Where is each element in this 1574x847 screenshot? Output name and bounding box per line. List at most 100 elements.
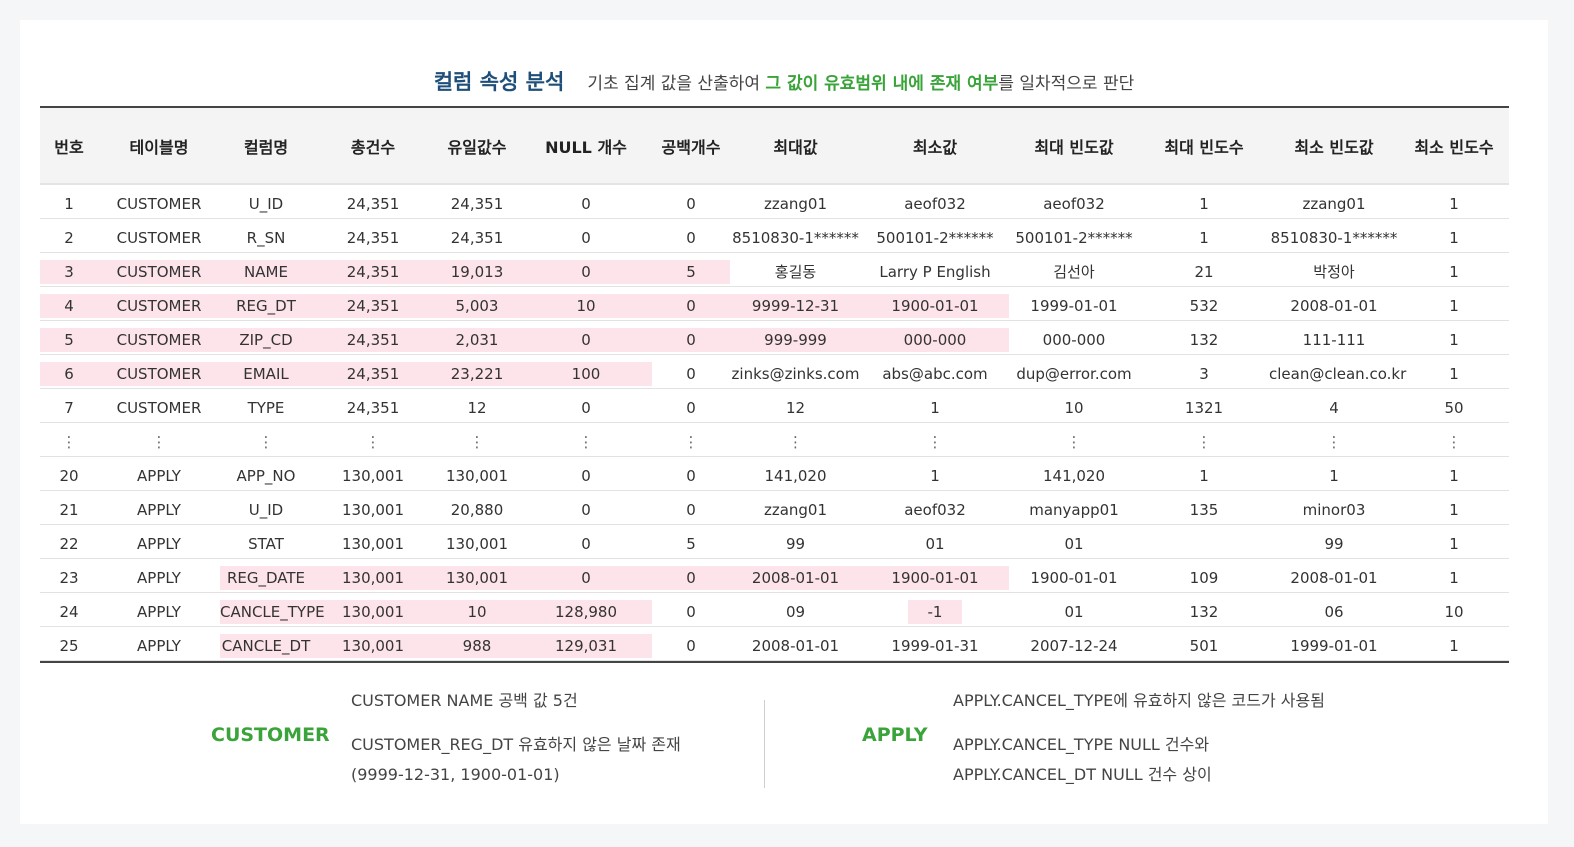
cell-value: 0 [520,259,652,284]
cell-value: 0 [686,466,696,485]
table-cell: 2007-12-24 [1009,627,1139,661]
cell-value: 20 [59,466,79,485]
cell-value: zzang01 [763,194,828,213]
cell-value: 23 [59,568,79,587]
table-cell: 0 [652,287,730,321]
cell-value: 0 [686,398,696,417]
table-cell: 24,351 [434,219,520,253]
table-cell: 0 [520,321,652,355]
table-cell: 24,351 [312,219,434,253]
cell-value: 21 [59,500,79,519]
table-cell: ⋮ [40,423,98,457]
column-analysis-table: 번호 테이블명 컬럼명 총건수 유일값수 NULL 개수 공백개수 최대값 최소값 최대 빈도값 최… [40,106,1509,663]
cell-value: 22 [59,534,79,553]
table-cell: CUSTOMER [98,287,220,321]
column-header: 유일값수 [434,108,520,185]
table-cell: 5 [40,321,98,355]
cell-value: 0 [581,500,591,519]
table-cell: 1 [861,389,1009,423]
table-cell: 24,351 [312,185,434,219]
cell-value: 5 [40,327,98,352]
table-cell: 130,001 [434,525,520,559]
table-row: 4 CUSTOMER REG_DT 24,351 5,003 10 0 9999-12-31 1… [40,287,1509,321]
table-cell: 2008-01-01 [1269,559,1399,593]
cell-value: 128,980 [520,599,652,624]
cell-value: aeof032 [904,194,966,213]
cell-value: 10 [434,599,520,624]
table-cell: 130,001 [434,559,520,593]
table-cell: 8510830-1****** [730,219,861,253]
table-header-row: 번호 테이블명 컬럼명 총건수 유일값수 NULL 개수 공백개수 최대값 최소값 최대 빈도값 최… [40,108,1509,185]
table-row: 1 CUSTOMER U_ID 24,351 24,351 0 0 zzang01 aeof03… [40,185,1509,219]
column-header: 최소 빈도값 [1269,108,1399,185]
table-cell: 999-999 [730,321,861,355]
cell-value: 1 [1449,466,1459,485]
table-cell: 10 [434,593,520,627]
table-cell: 130,001 [312,559,434,593]
table-cell: 130,001 [312,525,434,559]
table-cell: 109 [1139,559,1269,593]
cell-value: 2008-01-01 [1290,568,1378,587]
page-title: 컬럼 속성 분석 [433,70,565,94]
table-cell: 24,351 [312,287,434,321]
cell-value: 24,351 [312,361,434,386]
cell-value: APPLY [137,568,181,587]
summary-apply-line2: APPLY.CANCEL_TYPE NULL 건수와 [953,735,1210,754]
table-cell: dup@error.com [1009,355,1139,389]
table-row: 3 CUSTOMER NAME 24,351 19,013 0 5 홍길동 Larry P En… [40,253,1509,287]
table-cell: U_ID [220,491,312,525]
cell-value: ⋮ [1066,432,1082,451]
table-cell: 22 [40,525,98,559]
table-cell: 1 [1399,355,1509,389]
cell-value: 130,001 [341,500,405,519]
cell-value: ZIP_CD [220,327,312,352]
table-cell: ⋮ [1009,423,1139,457]
table-cell: 0 [652,593,730,627]
table-cell: 99 [1269,525,1399,559]
cell-value: 130,001 [341,466,405,485]
cell-value: 1 [1449,568,1459,587]
cell-value: 9999-12-31 [730,293,861,318]
table-cell: 4 [1269,389,1399,423]
table-cell: zzang01 [730,491,861,525]
table-cell: abs@abc.com [861,355,1009,389]
cell-value: 1 [1449,534,1459,553]
cell-value: REG_DT [220,293,312,318]
title-highlight: 그 값이 유효범위 내에 존재 여부 [765,74,999,94]
table-cell: 9999-12-31 [730,287,861,321]
cell-value: 24,351 [346,398,400,417]
column-header: 최소 빈도수 [1399,108,1509,185]
table-cell: CUSTOMER [98,321,220,355]
summary-apply-line1: APPLY.CANCEL_TYPE에 유효하지 않은 코드가 사용됨 [953,691,1325,710]
cell-value: 2008-01-01 [730,565,861,590]
table-cell: APP_NO [220,457,312,491]
table-cell: 0 [520,491,652,525]
table-cell: 0 [520,457,652,491]
cell-value: 1999-01-01 [1290,636,1378,655]
table-cell: 111-111 [1269,321,1399,355]
cell-value: 0 [520,327,652,352]
cell-value: 10 [520,293,652,318]
cell-value: 130,001 [434,565,520,590]
cell-value: 109 [1189,568,1219,587]
cell-value: 1 [1329,466,1339,485]
cell-value: TYPE [247,398,285,417]
cell-value: 100 [520,361,652,386]
cell-value: 0 [686,194,696,213]
cell-value: 0 [581,534,591,553]
cell-value: manyapp01 [1029,500,1119,519]
summary-divider [764,700,765,788]
summary-section: CUSTOMER CUSTOMER NAME 공백 값 5건 CUSTOMER_… [0,666,1574,796]
cell-value: 24 [59,602,79,621]
cell-value: 0 [652,565,730,590]
cell-value: 1900-01-01 [861,293,1009,318]
table-cell: zzang01 [1269,185,1399,219]
cell-value: -1 [907,599,963,624]
table-cell: REG_DATE [220,559,312,593]
table-cell: 1 [1399,321,1509,355]
table-cell: 10 [1399,593,1509,627]
table-cell: ⋮ [1399,423,1509,457]
table-cell: 1 [1139,457,1269,491]
table-cell: 2,031 [434,321,520,355]
cell-value: aeof032 [1043,194,1105,213]
